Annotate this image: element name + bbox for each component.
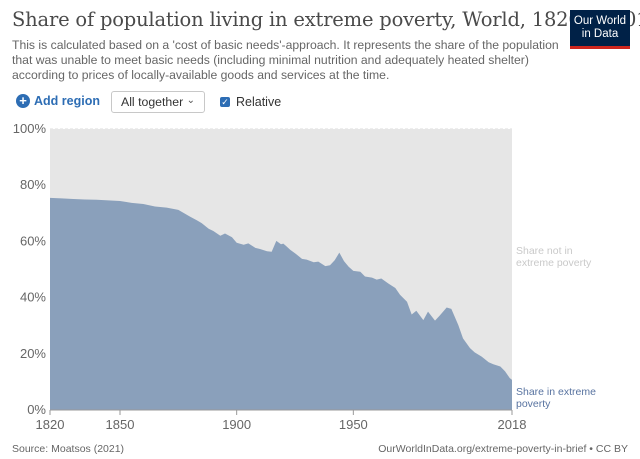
plus-circle-icon: +	[16, 94, 30, 108]
label-in-poverty: Share in extreme poverty	[516, 386, 596, 410]
relative-toggle[interactable]: ✓ Relative	[220, 95, 281, 109]
y-tick-label: 40%	[20, 290, 46, 305]
owid-logo[interactable]: Our World in Data	[570, 10, 630, 49]
add-region-label: Add region	[34, 94, 100, 108]
footer-link[interactable]: OurWorldInData.org/extreme-poverty-in-br…	[378, 443, 628, 455]
y-tick-label: 80%	[20, 177, 46, 192]
view-mode-value: All together	[121, 95, 184, 109]
logo-line-1: Our World	[573, 15, 627, 27]
y-tick-label: 100%	[13, 121, 47, 136]
chart-subtitle: This is calculated based on a 'cost of b…	[12, 38, 559, 82]
x-tick-label: 1900	[222, 417, 251, 432]
source-note[interactable]: Source: Moatsos (2021)	[12, 443, 125, 455]
x-tick-label: 1850	[106, 417, 135, 432]
relative-label: Relative	[236, 95, 282, 109]
area-in-poverty[interactable]	[50, 197, 512, 410]
x-tick-label: 2018	[498, 417, 527, 432]
view-mode-select[interactable]: All together ⌄	[111, 91, 205, 113]
x-axis: 1820 1850 1900 1950 2018	[36, 410, 527, 432]
add-region-button[interactable]: + Add region	[16, 94, 100, 108]
series-labels: Share not in extreme poverty Share in extr…	[516, 245, 596, 410]
x-tick-label: 1950	[339, 417, 368, 432]
chart-title: Share of population living in extreme po…	[12, 8, 640, 31]
chart-controls: + Add region All together ⌄ ✓ Relative	[16, 91, 316, 115]
y-tick-label: 60%	[20, 233, 46, 248]
x-tick-label: 1820	[36, 417, 65, 432]
logo-line-2: in Data	[581, 28, 619, 40]
chevron-down-icon: ⌄	[186, 95, 195, 106]
checkbox-checked-icon[interactable]: ✓	[220, 97, 230, 107]
y-tick-label: 0%	[27, 402, 46, 417]
y-tick-label: 20%	[20, 346, 46, 361]
label-not-in-poverty: Share not in extreme poverty	[516, 245, 592, 269]
